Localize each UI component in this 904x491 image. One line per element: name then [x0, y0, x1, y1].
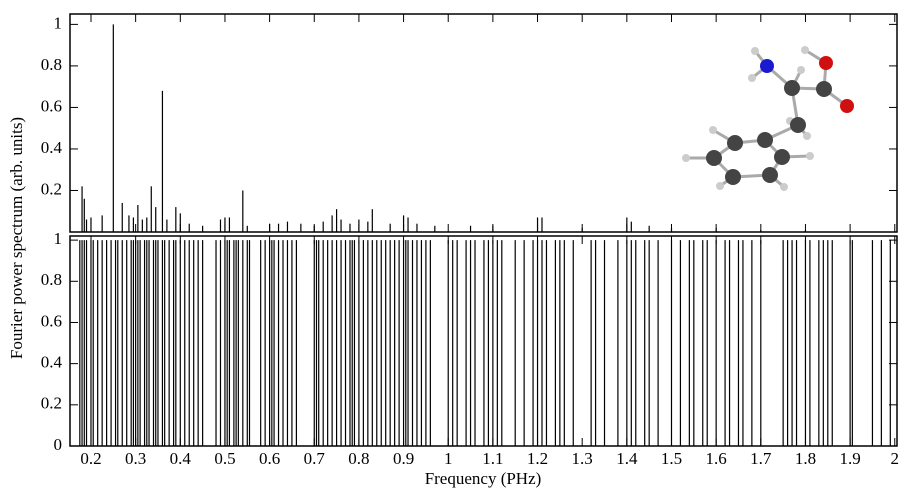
- x-tick-label: 1.8: [795, 449, 816, 468]
- y-tick-label: 0.8: [41, 270, 62, 289]
- y-axis-label: Fourier power spectrum (arb. units): [7, 117, 26, 359]
- x-tick-label: 0.4: [170, 449, 192, 468]
- plot-frame: [69, 13, 898, 233]
- y-tick-label: 0.2: [41, 394, 62, 413]
- x-tick-label: 1.2: [527, 449, 548, 468]
- y-tick-label: 0.8: [41, 55, 62, 74]
- x-tick-label: 1: [444, 449, 453, 468]
- x-tick-label: 2: [891, 449, 900, 468]
- x-tick-label: 0.7: [304, 449, 326, 468]
- y-tick-label: 0.2: [41, 179, 62, 198]
- plot-frame: [69, 235, 898, 447]
- x-tick-label: 0.3: [125, 449, 146, 468]
- plot-panel: [81, 24, 807, 232]
- x-tick-label: 1.6: [706, 449, 727, 468]
- x-tick-label: 0.8: [348, 449, 369, 468]
- plot-panel: [79, 240, 891, 446]
- molecule: [682, 46, 854, 191]
- x-tick-label: 1.1: [482, 449, 503, 468]
- y-tick-label: 1: [54, 13, 63, 32]
- x-tick-label: 0.6: [259, 449, 280, 468]
- x-tick-label: 1.4: [616, 449, 638, 468]
- x-tick-label: 1.9: [839, 449, 860, 468]
- y-tick-label: 0.6: [41, 311, 62, 330]
- y-tick-label: 0.6: [41, 96, 62, 115]
- x-tick-label: 0.5: [214, 449, 235, 468]
- x-tick-label: 1.5: [661, 449, 682, 468]
- y-tick-label: 0.4: [41, 138, 63, 157]
- x-tick-label: 0.9: [393, 449, 414, 468]
- x-tick-label: 1.3: [572, 449, 593, 468]
- y-tick-label: 1: [54, 229, 63, 248]
- x-tick-label: 1.7: [750, 449, 772, 468]
- x-axis-label: Frequency (PHz): [425, 469, 542, 488]
- y-tick-label: 0.4: [41, 353, 63, 372]
- x-tick-label: 0.2: [80, 449, 101, 468]
- y-tick-label: 0: [54, 435, 63, 454]
